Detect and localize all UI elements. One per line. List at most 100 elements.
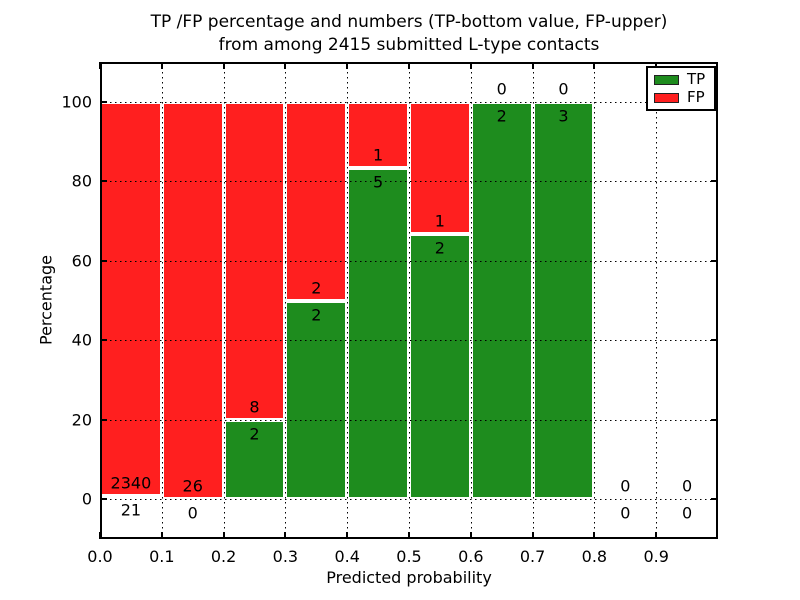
fp-bar-segment: [347, 101, 409, 168]
fp-count-label: 0: [496, 79, 507, 99]
tp-bar-segment: [285, 300, 348, 500]
y-tick-label: 80: [71, 171, 92, 191]
fp-bar-segment: [161, 101, 224, 500]
x-tick-mark-top: [284, 62, 287, 69]
y-tick-mark-right: [711, 339, 718, 342]
fp-count-label: 26: [182, 476, 203, 496]
tp-count-label: 0: [620, 503, 631, 523]
x-tick-label: 0.5: [396, 547, 422, 566]
tp-count-label: 2: [311, 305, 322, 324]
x-tick-label: 0.7: [519, 547, 546, 566]
fp-count-label: 1: [434, 211, 445, 231]
tp-bar-segment: [409, 234, 471, 500]
x-tick-mark-top: [408, 62, 410, 69]
vertical-gridline: [223, 62, 225, 539]
x-tick-label: 0.2: [210, 547, 237, 566]
x-tick-mark: [160, 532, 163, 539]
x-tick-label: 0.9: [643, 547, 669, 566]
vertical-gridline: [594, 62, 596, 539]
y-tick-mark: [100, 180, 107, 183]
x-tick-mark: [346, 532, 349, 539]
x-tick-mark-top: [99, 62, 101, 69]
x-tick-label: 0.4: [334, 547, 360, 566]
x-tick-mark-top: [531, 62, 534, 69]
legend-label-fp: FP: [687, 88, 705, 106]
fp-bar-segment: [285, 101, 348, 301]
vertical-gridline: [161, 62, 163, 539]
y-tick-label: 0: [81, 489, 92, 509]
y-tick-label: 100: [61, 92, 92, 112]
tp-bar-segment: [470, 101, 533, 500]
x-tick-label: 0.1: [149, 547, 175, 566]
fp-count-label: 0: [682, 476, 693, 496]
x-tick-mark-top: [655, 62, 658, 69]
fp-color-swatch: [654, 92, 679, 103]
tp-bar-segment: [347, 168, 409, 500]
vertical-gridline: [470, 62, 472, 539]
x-tick-mark: [469, 532, 472, 539]
x-tick-mark: [222, 532, 225, 539]
x-tick-mark-top: [593, 62, 596, 69]
tp-count-label: 2: [249, 424, 260, 444]
tp-bar-segment: [532, 101, 595, 500]
x-tick-mark-top: [346, 62, 349, 69]
x-tick-mark: [99, 532, 101, 539]
fp-count-label: 2340: [110, 473, 152, 493]
tp-color-swatch: [654, 74, 679, 85]
tp-count-label: 0: [682, 503, 693, 523]
y-tick-mark: [100, 339, 107, 342]
y-tick-mark: [100, 498, 107, 501]
x-tick-label: 0.3: [272, 547, 299, 566]
fp-count-label: 0: [558, 79, 569, 99]
y-tick-mark-right: [711, 180, 718, 183]
x-tick-mark: [408, 532, 410, 539]
legend-entry-tp: TP: [648, 72, 714, 87]
tp-count-label: 2: [434, 238, 445, 258]
legend-label-tp: TP: [687, 70, 706, 88]
vertical-gridline: [656, 62, 658, 539]
tp-count-label: 0: [187, 503, 198, 523]
y-tick-mark-right: [711, 259, 718, 262]
tp-count-label: 5: [373, 172, 384, 192]
x-tick-label: 0.0: [87, 547, 113, 566]
x-tick-label: 0.6: [458, 547, 484, 566]
tp-count-label: 21: [120, 500, 142, 520]
x-tick-mark-top: [469, 62, 472, 69]
fp-bar-segment: [100, 101, 162, 496]
chart-title: TP /FP percentage and numbers (TP-bottom…: [100, 11, 718, 58]
y-tick-label: 20: [71, 410, 92, 430]
x-tick-label: 0.8: [581, 547, 608, 566]
x-tick-mark: [655, 532, 658, 539]
legend-entry-fp: FP: [648, 90, 714, 105]
chart-title-line2: from among 2415 submitted L-type contact…: [218, 35, 600, 56]
vertical-gridline: [409, 62, 410, 539]
y-tick-mark: [100, 100, 107, 103]
tp-count-label: 3: [558, 106, 569, 126]
fp-count-label: 8: [249, 397, 260, 417]
tp-count-label: 2: [496, 106, 507, 126]
y-tick-label: 40: [71, 330, 92, 350]
y-tick-label: 60: [71, 251, 92, 271]
legend: TP FP: [646, 66, 716, 111]
plot-area: 2340 21 26 0 8 2 2 2 1 5 1 2 0 2 0 3 0 0 0 0 TP FP: [99, 62, 718, 539]
y-tick-mark-right: [711, 498, 718, 501]
fp-bar-segment: [409, 101, 471, 235]
fp-count-label: 1: [373, 145, 384, 165]
x-tick-mark: [593, 532, 596, 539]
vertical-gridline: [347, 62, 349, 539]
x-tick-mark-top: [222, 62, 225, 69]
y-tick-mark-right: [711, 418, 718, 421]
fp-count-label: 0: [620, 476, 631, 496]
y-tick-mark: [100, 418, 107, 421]
vertical-gridline: [532, 62, 534, 539]
vertical-gridline: [285, 62, 287, 539]
tp-bar-segment: [223, 419, 286, 500]
x-tick-mark: [531, 532, 534, 539]
chart-title-line1: TP /FP percentage and numbers (TP-bottom…: [150, 12, 668, 32]
y-tick-mark: [100, 259, 107, 262]
x-tick-mark-top: [160, 62, 163, 69]
fp-count-label: 2: [311, 278, 322, 297]
x-axis-label: Predicted probability: [326, 568, 492, 587]
x-tick-mark: [284, 532, 287, 539]
